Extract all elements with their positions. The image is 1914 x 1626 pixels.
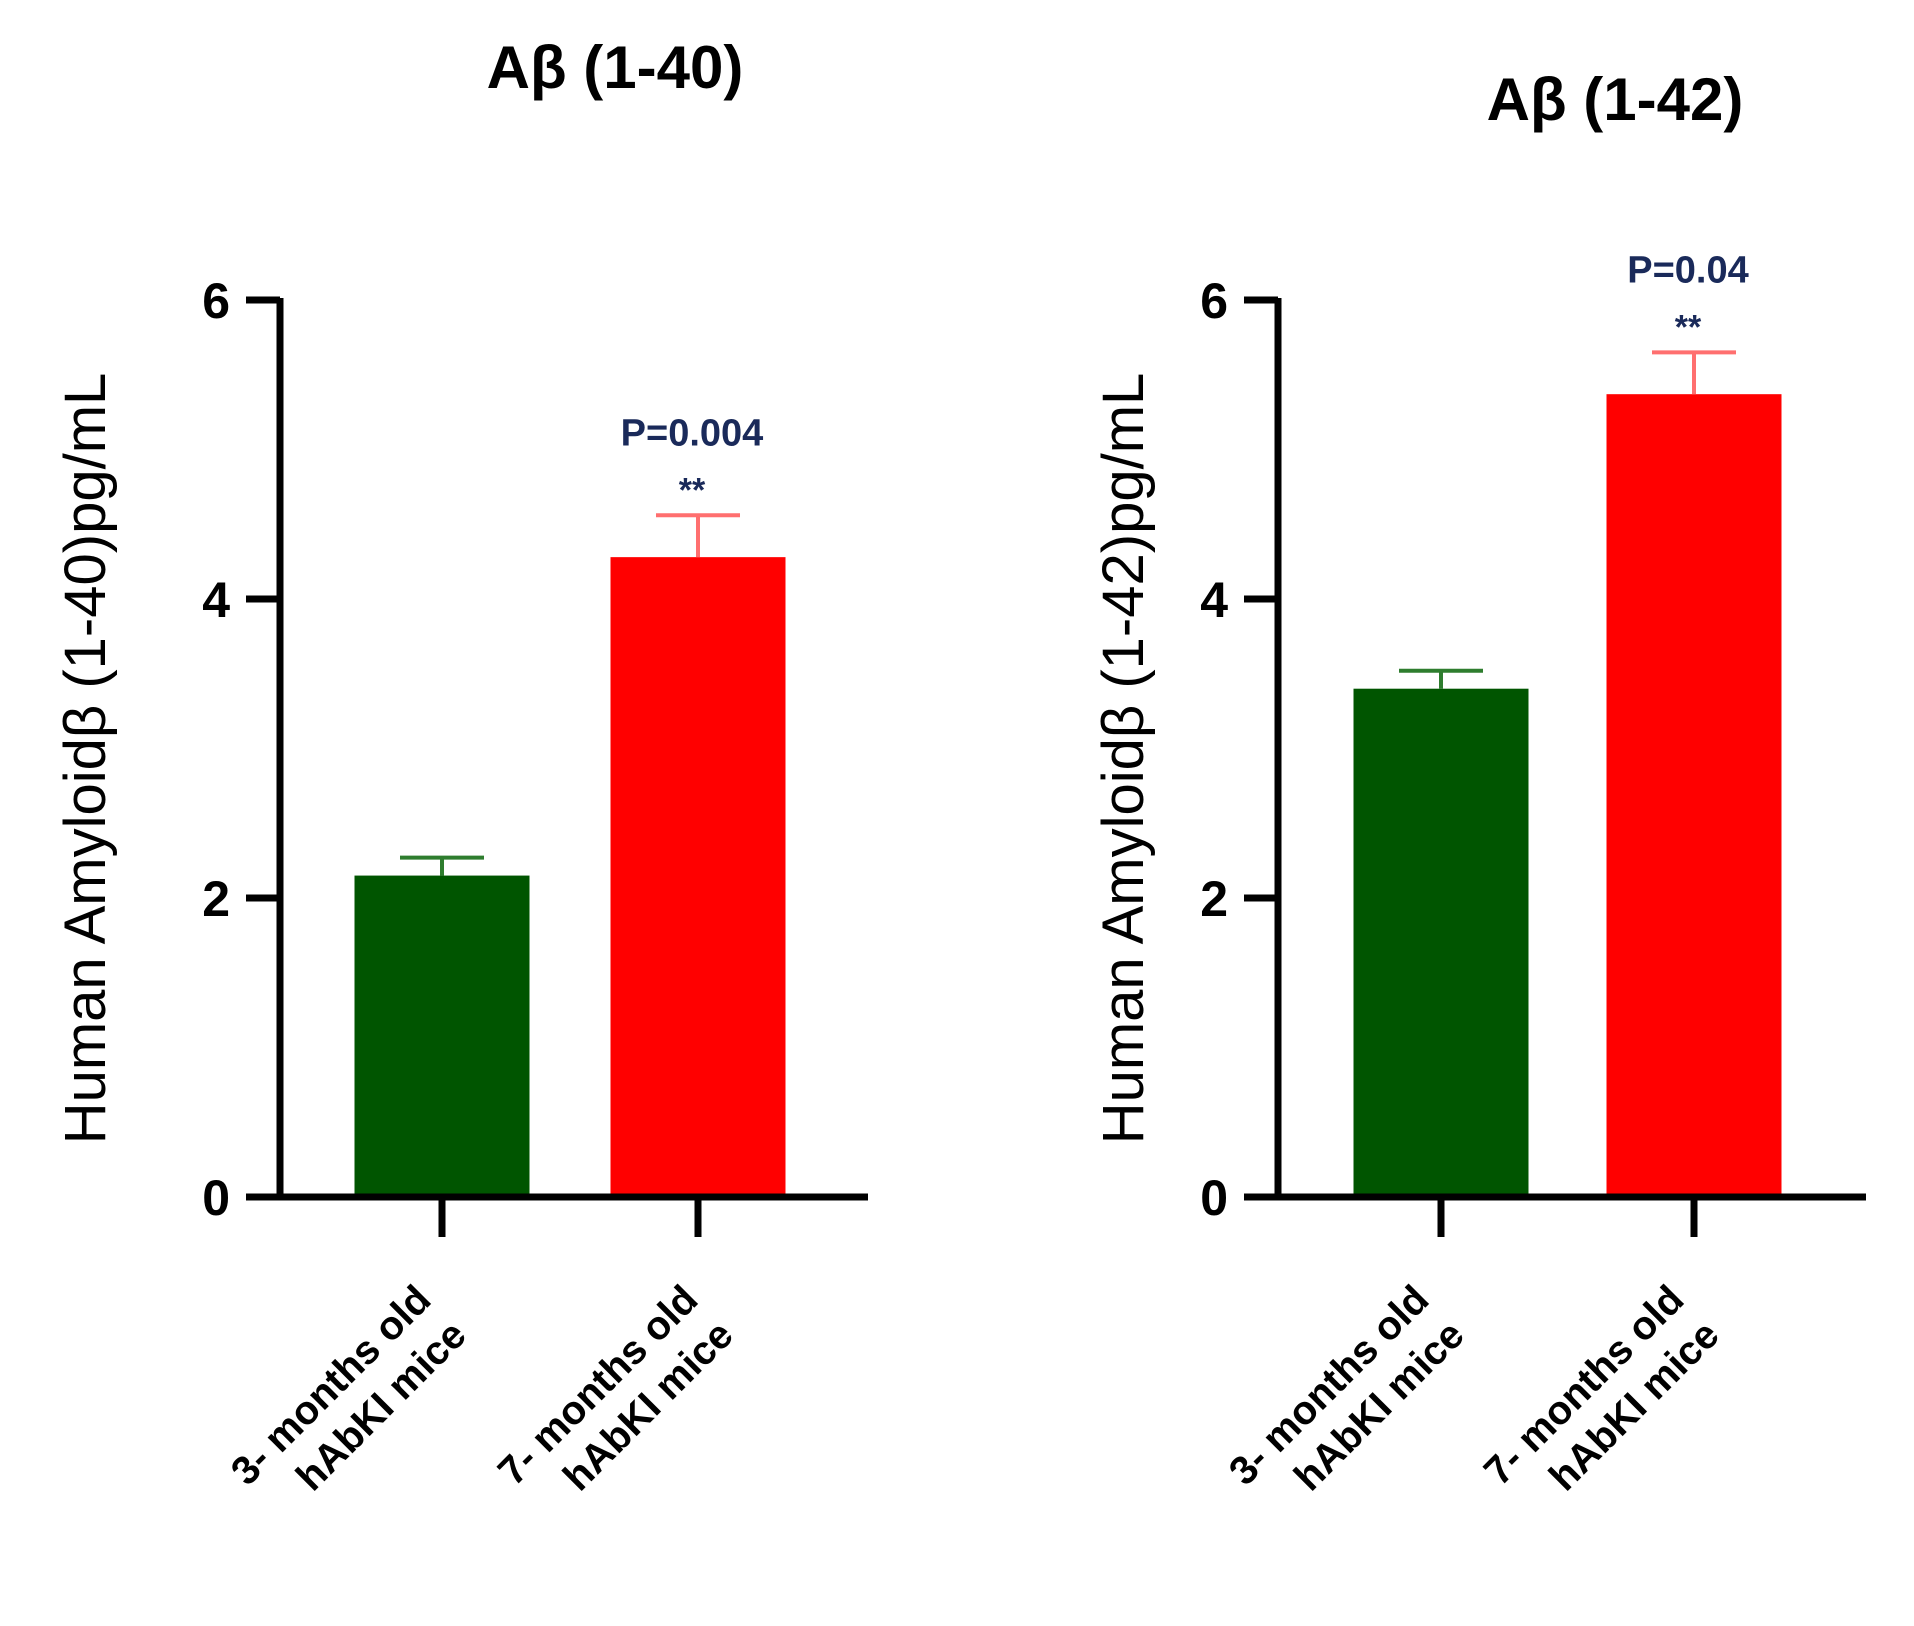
chart-title: Aβ (1-40) — [487, 34, 744, 101]
bar-2 — [610, 557, 786, 1197]
y-tick-label: 6 — [1200, 273, 1228, 329]
bar-1 — [1353, 688, 1529, 1197]
y-axis-label: Human Amyloidβ (1-42)pg/mL — [1091, 373, 1156, 1145]
p-value-label: P=0.004 — [621, 412, 764, 454]
significance-stars: ** — [1675, 308, 1702, 346]
bar-2 — [1606, 394, 1782, 1197]
y-tick-label: 6 — [202, 273, 230, 329]
y-tick-label: 4 — [202, 572, 230, 628]
error-bar-1 — [400, 855, 484, 876]
p-value-label: P=0.04 — [1627, 249, 1749, 291]
y-tick-label: 0 — [202, 1170, 230, 1226]
error-bar-2 — [1652, 350, 1736, 395]
y-axis-label: Human Amyloidβ (1-40)pg/mL — [53, 373, 118, 1145]
bar-1 — [354, 875, 530, 1197]
chart-panel-1: Aβ (1-40) Human Amyloidβ (1-40)pg/mL 0 2 4 6 3… — [53, 34, 868, 1499]
error-bar-1 — [1399, 668, 1483, 689]
y-tick-label: 2 — [1200, 871, 1228, 927]
y-tick-label: 0 — [1200, 1170, 1228, 1226]
error-bar-2 — [656, 513, 740, 558]
chart-title: Aβ (1-42) — [1487, 66, 1744, 133]
y-tick-label: 2 — [202, 871, 230, 927]
significance-stars: ** — [679, 471, 706, 509]
y-tick-label: 4 — [1200, 572, 1228, 628]
chart-panel-2: Aβ (1-42) Human Amyloidβ (1-42)pg/mL 0 2 4 6 3… — [1091, 66, 1866, 1499]
